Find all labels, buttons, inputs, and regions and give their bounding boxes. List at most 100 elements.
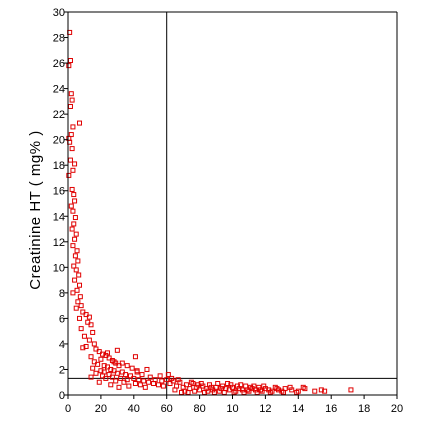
data-point <box>116 363 122 369</box>
data-point <box>167 381 173 387</box>
data-point <box>74 248 80 254</box>
data-point <box>175 377 181 383</box>
x-tick-label: 16 <box>325 403 337 415</box>
y-tick-label: 2 <box>59 364 65 376</box>
data-point <box>77 315 83 321</box>
data-point <box>126 383 132 389</box>
data-point <box>81 333 87 339</box>
data-point <box>68 91 74 97</box>
data-point <box>70 290 76 296</box>
data-point <box>69 146 75 152</box>
data-point <box>152 377 158 383</box>
data-point <box>118 375 124 381</box>
data-point <box>78 326 84 332</box>
data-point <box>106 355 112 361</box>
data-point <box>70 124 76 130</box>
data-point <box>134 369 140 375</box>
data-point <box>134 368 140 374</box>
y-tick-label: 22 <box>53 109 65 121</box>
y-axis-title: Creatinine HT ( mg% ) <box>27 130 44 289</box>
data-point <box>86 314 92 320</box>
data-point <box>160 383 166 389</box>
data-point <box>164 377 170 383</box>
data-point <box>114 370 120 376</box>
y-tick-label: 4 <box>59 339 65 351</box>
tick-labels: 0 20 40 60 80 10 12 14 16 18 200246810121416182022… <box>53 7 403 415</box>
data-point <box>101 363 107 369</box>
data-point <box>129 365 135 371</box>
data-point <box>287 384 293 390</box>
data-point <box>77 294 83 300</box>
x-tick-label: 12 <box>259 403 271 415</box>
data-point <box>215 381 221 387</box>
data-point <box>159 378 165 384</box>
y-tick-label: 12 <box>53 237 65 249</box>
data-point <box>77 120 83 126</box>
data-point <box>185 389 191 395</box>
data-point <box>72 236 78 242</box>
data-point <box>128 373 134 379</box>
data-point <box>205 388 211 394</box>
data-point <box>67 157 73 163</box>
data-point <box>71 221 77 227</box>
data-point <box>116 384 122 390</box>
data-point <box>93 346 99 352</box>
data-point <box>146 379 152 385</box>
data-point <box>100 373 106 379</box>
data-point <box>280 389 286 395</box>
data-point <box>231 389 237 395</box>
data-point <box>195 382 201 388</box>
data-point <box>98 356 104 362</box>
y-tick-label: 14 <box>53 211 65 223</box>
data-point <box>261 383 267 389</box>
data-point <box>202 389 208 395</box>
data-point <box>172 387 178 393</box>
data-point <box>88 374 94 380</box>
data-point <box>318 387 324 393</box>
data-point <box>248 384 254 390</box>
data-point <box>96 349 102 355</box>
data-point <box>103 375 109 381</box>
data-point <box>144 366 150 372</box>
y-tick-label: 24 <box>53 84 65 96</box>
data-point <box>124 363 130 369</box>
data-point <box>197 387 203 393</box>
data-point <box>70 167 76 173</box>
data-point <box>86 337 92 343</box>
data-point <box>72 215 78 221</box>
data-point <box>183 382 189 388</box>
data-point <box>132 354 138 360</box>
data-point <box>234 383 240 389</box>
x-tick-label: 60 <box>161 403 173 415</box>
reference-lines <box>68 12 397 395</box>
x-tick-label: 18 <box>358 403 370 415</box>
data-point <box>136 377 142 383</box>
data-point <box>69 226 75 232</box>
data-point <box>95 361 101 367</box>
data-point <box>155 382 161 388</box>
data-point <box>244 387 250 393</box>
x-tick-label: 20 <box>391 403 403 415</box>
data-point <box>221 389 227 395</box>
data-point <box>124 377 130 383</box>
data-point <box>165 372 171 378</box>
data-point <box>113 378 119 384</box>
data-point <box>69 97 75 103</box>
data-point <box>238 382 244 388</box>
y-tick-label: 26 <box>53 58 65 70</box>
x-tick-label: 14 <box>292 403 304 415</box>
data-point <box>257 387 263 393</box>
data-point <box>85 319 91 325</box>
data-point <box>83 312 89 318</box>
data-point <box>131 375 137 381</box>
data-point <box>192 388 198 394</box>
data-point <box>91 341 97 347</box>
data-point <box>70 243 76 249</box>
data-point <box>312 388 318 394</box>
data-point <box>226 387 232 393</box>
data-point <box>139 372 145 378</box>
y-tick-label: 6 <box>59 313 65 325</box>
data-point <box>111 359 117 365</box>
data-point <box>179 389 185 395</box>
x-tick-label: 80 <box>193 403 205 415</box>
